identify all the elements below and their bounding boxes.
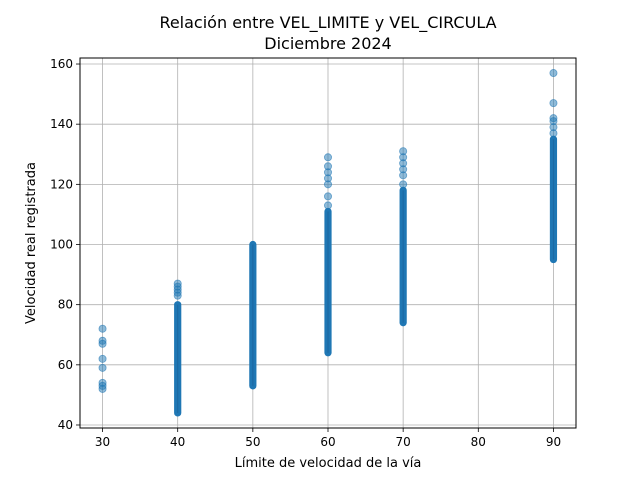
chart-title: Relación entre VEL_LIMITE y VEL_CIRCULA bbox=[159, 13, 496, 33]
scatter-point bbox=[399, 180, 408, 189]
x-tick-label: 50 bbox=[245, 435, 260, 449]
x-axis-label: Límite de velocidad de la vía bbox=[235, 456, 422, 471]
x-tick-label: 40 bbox=[170, 435, 185, 449]
axis-ticks: 30 40 50 60 70 80 90 40 60 80 100 120 140 160 bbox=[50, 57, 561, 449]
scatter-point bbox=[323, 153, 332, 162]
scatter-point bbox=[323, 162, 332, 171]
scatter-point bbox=[549, 99, 558, 108]
scatter-point bbox=[98, 378, 107, 387]
data-points bbox=[98, 69, 558, 417]
y-tick-label: 100 bbox=[50, 238, 73, 252]
y-tick-label: 120 bbox=[50, 177, 73, 191]
scatter-point bbox=[323, 192, 332, 201]
scatter-point bbox=[399, 147, 408, 156]
scatter-point bbox=[549, 114, 558, 123]
y-tick-label: 160 bbox=[50, 57, 73, 71]
x-tick-label: 80 bbox=[471, 435, 486, 449]
scatter-point bbox=[323, 201, 332, 210]
chart-subtitle: Diciembre 2024 bbox=[264, 34, 391, 53]
scatter-point bbox=[98, 336, 107, 345]
y-tick-label: 80 bbox=[58, 298, 73, 312]
y-tick-label: 60 bbox=[58, 358, 73, 372]
scatter-point bbox=[173, 279, 182, 288]
y-axis-label: Velocidad real registrada bbox=[24, 162, 39, 324]
x-tick-label: 90 bbox=[546, 435, 561, 449]
scatter-point bbox=[98, 324, 107, 333]
x-tick-label: 60 bbox=[320, 435, 335, 449]
scatter-point bbox=[549, 69, 558, 78]
scatter-point bbox=[98, 363, 107, 372]
x-tick-label: 30 bbox=[95, 435, 110, 449]
x-tick-label: 70 bbox=[396, 435, 411, 449]
y-tick-label: 40 bbox=[58, 418, 73, 432]
y-tick-label: 140 bbox=[50, 117, 73, 131]
scatter-point bbox=[98, 354, 107, 363]
